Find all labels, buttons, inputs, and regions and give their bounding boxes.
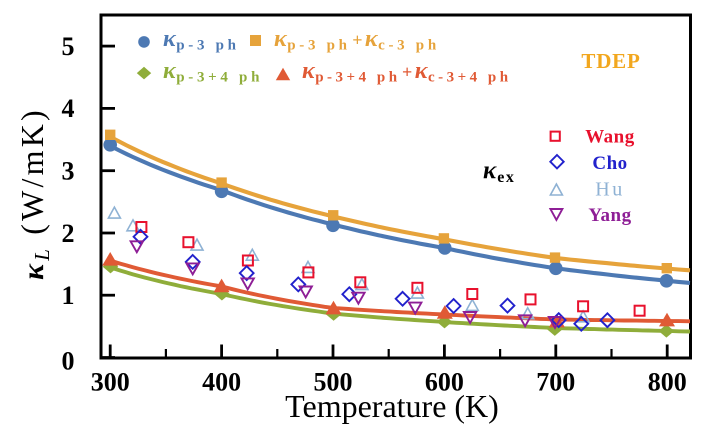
svg-text:2: 2 [62, 219, 75, 248]
svg-text:4: 4 [62, 94, 75, 123]
svg-text:κex: κex [483, 157, 515, 186]
svg-text:3: 3 [62, 157, 75, 186]
svg-text:800: 800 [648, 368, 687, 397]
svg-text:300: 300 [91, 368, 130, 397]
svg-text:κp-3 ph+κc-3 ph: κp-3 ph+κc-3 ph [274, 26, 440, 54]
svg-text:κp-3 ph: κp-3 ph [163, 26, 240, 54]
svg-text:Wang: Wang [585, 127, 635, 148]
svg-text:Hu: Hu [595, 179, 624, 201]
svg-text:5: 5 [62, 32, 75, 61]
svg-text:1: 1 [62, 281, 75, 310]
svg-text:κp-3+4 ph+κc-3+4 ph: κp-3+4 ph+κc-3+4 ph [302, 58, 512, 86]
svg-text:Cho: Cho [592, 153, 627, 174]
svg-text:Temperature (K): Temperature (K) [285, 388, 499, 424]
svg-text:0: 0 [62, 346, 75, 375]
svg-text:Yang: Yang [588, 205, 631, 226]
svg-text:κp-3+4 ph: κp-3+4 ph [163, 58, 263, 86]
svg-text:TDEP: TDEP [581, 49, 640, 73]
svg-text:400: 400 [202, 368, 241, 397]
svg-text:κL (W/mK): κL (W/mK) [14, 107, 54, 280]
svg-text:700: 700 [536, 368, 575, 397]
svg-text:500: 500 [314, 368, 353, 397]
svg-text:600: 600 [425, 368, 464, 397]
